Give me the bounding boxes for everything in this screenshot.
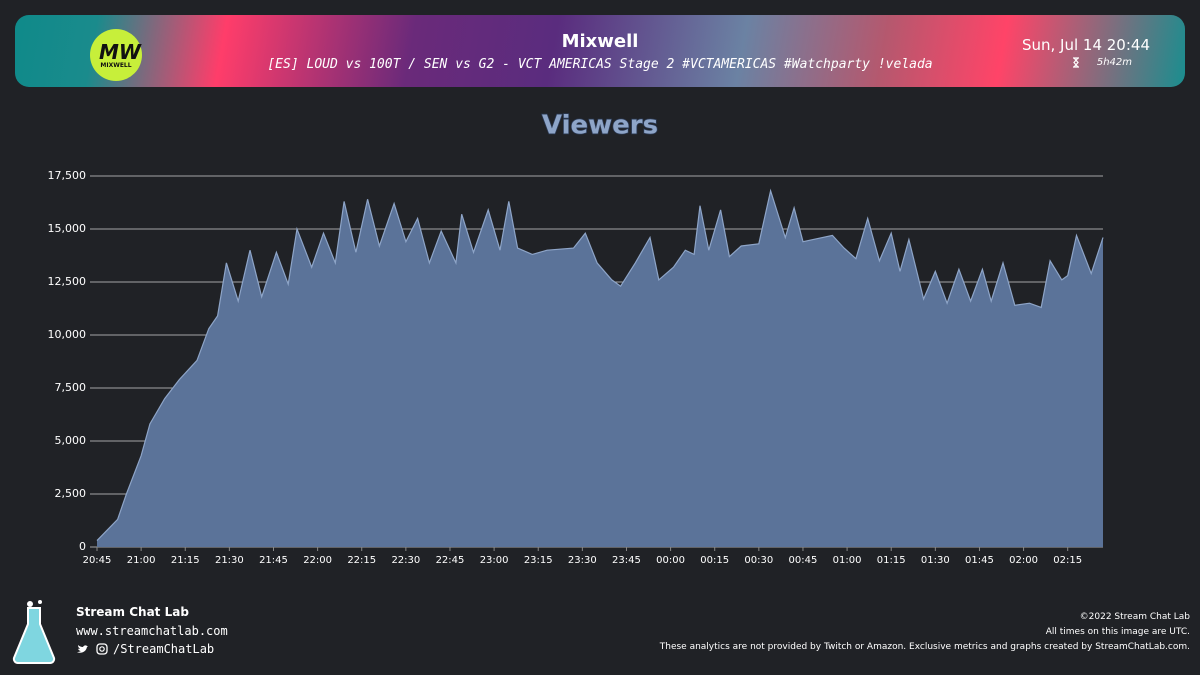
y-tick-label: 0: [79, 540, 86, 553]
x-tick-label: 00:45: [789, 555, 818, 566]
footer-url: www.streamchatlab.com: [76, 624, 228, 638]
header-banner: [15, 15, 1185, 87]
hourglass-icon: [1073, 57, 1079, 68]
logo: MW MIXWELL: [90, 29, 142, 81]
x-tick-label: 23:00: [480, 555, 509, 566]
social-icons: [77, 643, 108, 655]
footer-brand: Stream Chat Lab: [76, 605, 189, 619]
y-tick-label: 2,500: [55, 487, 87, 500]
flask-logo: [12, 600, 56, 664]
x-tick-label: 20:45: [83, 555, 112, 566]
logo-text: MIXWELL: [100, 62, 132, 69]
footer-copyright: ©2022 Stream Chat Lab: [1079, 612, 1190, 622]
x-tick-label: 01:45: [965, 555, 994, 566]
x-tick-label: 22:00: [303, 555, 332, 566]
x-tick-label: 22:15: [347, 555, 376, 566]
y-tick-label: 15,000: [48, 222, 87, 235]
x-tick-label: 01:30: [921, 555, 950, 566]
stream-date: Sun, Jul 14 20:44: [1021, 36, 1150, 54]
x-tick-label: 00:30: [744, 555, 773, 566]
x-tick-label: 01:15: [877, 555, 906, 566]
footer-handle: /StreamChatLab: [113, 642, 215, 656]
stream-title: Mixwell: [561, 31, 639, 52]
x-tick-label: 23:45: [612, 555, 641, 566]
x-tick-label: 01:00: [833, 555, 862, 566]
x-tick-label: 00:15: [700, 555, 729, 566]
y-tick-label: 12,500: [48, 275, 87, 288]
x-tick-label: 02:15: [1053, 555, 1082, 566]
y-tick-label: 5,000: [55, 434, 87, 447]
x-tick-label: 22:30: [391, 555, 420, 566]
chart-title: Viewers: [542, 111, 658, 141]
chart: Viewers 0 2,500 5,000 7,500 10,000 12,500 15,0…: [48, 110, 1104, 566]
x-tick-label: 02:00: [1009, 555, 1038, 566]
y-tick-label: 7,500: [55, 381, 87, 394]
x-tick-label: 21:45: [259, 555, 288, 566]
stream-duration: 5h42m: [1096, 57, 1132, 68]
x-tick-label: 00:00: [656, 555, 685, 566]
footer-disclaimer: These analytics are not provided by Twit…: [659, 642, 1190, 652]
area: [97, 190, 1103, 548]
x-tick-label: 23:15: [524, 555, 553, 566]
y-tick-label: 10,000: [48, 328, 87, 341]
x-tick-label: 21:00: [127, 555, 156, 566]
x-tick-label: 23:30: [568, 555, 597, 566]
footer-timezone: All times on this image are UTC.: [1045, 627, 1190, 637]
x-tick-label: 22:45: [436, 555, 465, 566]
y-tick-label: 17,500: [48, 169, 87, 182]
line: [96, 188, 1104, 542]
x-tick-label: 21:30: [215, 555, 244, 566]
x-tick-label: 21:15: [171, 555, 200, 566]
logo-mark: MW: [99, 40, 141, 64]
stream-subtitle: [ES] LOUD vs 100T / SEN vs G2 - VCT AMER…: [267, 57, 933, 72]
